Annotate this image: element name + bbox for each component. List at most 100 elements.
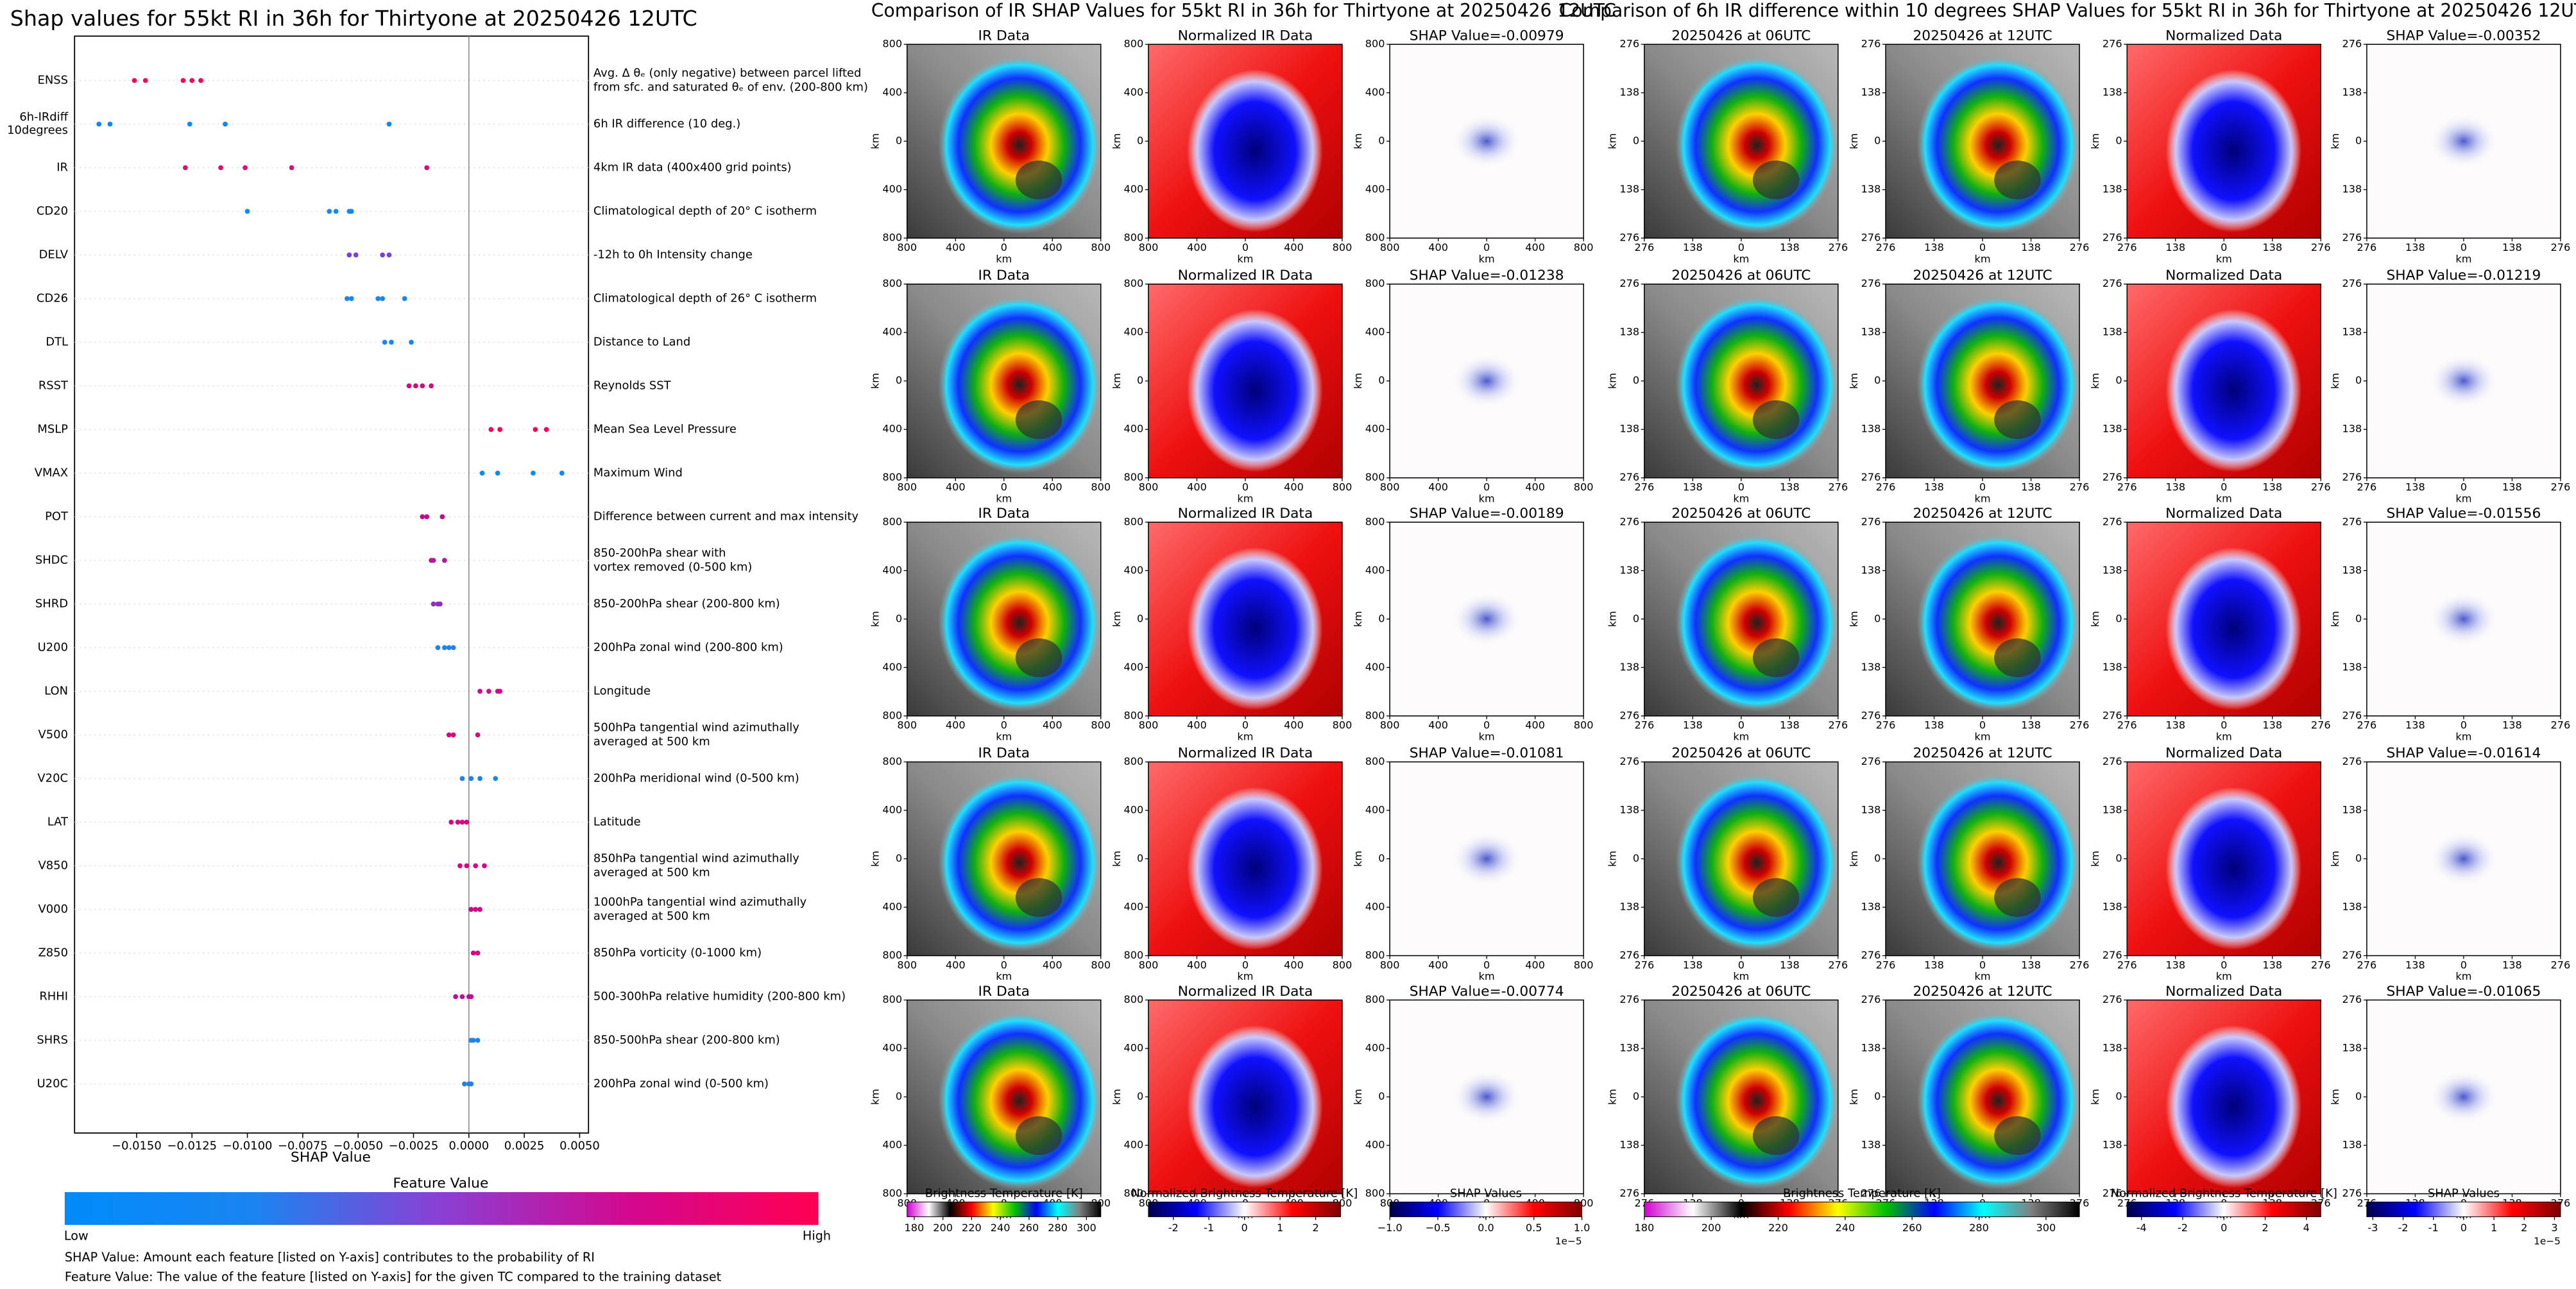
cloud-core bbox=[1752, 638, 1800, 678]
y-tick-label: 138 bbox=[2342, 423, 2362, 435]
image-panel bbox=[1390, 522, 1584, 716]
y-tick-label: 138 bbox=[1619, 1139, 1639, 1151]
x-tick-label: 800 bbox=[1139, 719, 1159, 731]
shap-point bbox=[459, 776, 465, 781]
shap-point bbox=[462, 1081, 467, 1087]
x-tick-label: 276 bbox=[1876, 241, 1896, 253]
y-tick-label: 138 bbox=[1619, 326, 1639, 338]
y-tick-label: 400 bbox=[1124, 183, 1144, 195]
y-tick-label: 276 bbox=[1861, 1187, 1881, 1199]
x-tick-label: 138 bbox=[2262, 481, 2282, 493]
shap-region bbox=[1451, 354, 1522, 409]
panel-title: Normalized Data bbox=[2165, 268, 2282, 284]
x-tick-label: 138 bbox=[1683, 959, 1703, 971]
y-tick-label: 400 bbox=[1365, 86, 1385, 98]
y-tick-label: 400 bbox=[882, 564, 902, 576]
shap-point bbox=[406, 383, 412, 389]
x-tick-label: 138 bbox=[2021, 719, 2041, 731]
y-tick-label: 800 bbox=[1365, 993, 1385, 1005]
y-tick-label: 0 bbox=[1378, 612, 1385, 624]
y-axis-label: km bbox=[1352, 373, 1364, 389]
y-tick-label: 400 bbox=[882, 661, 902, 673]
image-panel bbox=[907, 284, 1101, 478]
y-tick-label: 138 bbox=[1619, 423, 1639, 435]
x-tick-label: 0.0050 bbox=[559, 1139, 600, 1152]
y-tick-label: 0 bbox=[1633, 374, 1639, 386]
x-tick-label: 138 bbox=[1780, 241, 1800, 253]
shap-point bbox=[429, 383, 434, 389]
panel-title: SHAP Value=-0.01081 bbox=[1410, 746, 1564, 762]
colorbar-tick-label: 4 bbox=[2303, 1222, 2310, 1234]
feature-description: 1000hPa tangential wind azimuthally avera… bbox=[593, 896, 807, 923]
shap-point bbox=[96, 121, 102, 127]
x-tick-label: 276 bbox=[1876, 959, 1896, 971]
x-tick-label: 400 bbox=[1525, 241, 1545, 253]
shap-point bbox=[420, 383, 425, 389]
shap-point bbox=[459, 994, 465, 1000]
x-axis-label: km bbox=[2455, 970, 2471, 982]
y-tick-label: 400 bbox=[1365, 423, 1385, 435]
y-tick-label: 138 bbox=[2342, 1139, 2362, 1151]
cloud-core bbox=[1015, 638, 1062, 678]
cloud-core bbox=[1994, 878, 2041, 918]
shap-point bbox=[107, 121, 113, 127]
y-tick-label: 138 bbox=[1861, 803, 1881, 815]
image-panel bbox=[2127, 522, 2321, 716]
y-tick-label: 400 bbox=[1124, 803, 1144, 815]
image-panel bbox=[1644, 284, 1838, 478]
colorbar-tick-label: 0 bbox=[2461, 1222, 2467, 1234]
y-tick-label: 400 bbox=[882, 183, 902, 195]
y-tick-label: MSLP bbox=[37, 422, 68, 436]
feature-description: Longitude bbox=[593, 684, 651, 697]
shap-point bbox=[450, 732, 456, 738]
y-tick-label: 276 bbox=[2103, 471, 2122, 483]
shap-point bbox=[479, 470, 485, 476]
image-panel bbox=[1644, 1000, 1838, 1194]
x-tick-label: 800 bbox=[1333, 241, 1352, 253]
shap-point bbox=[470, 1037, 476, 1043]
y-tick-label: 276 bbox=[1861, 709, 1881, 721]
x-tick-label: 138 bbox=[2165, 481, 2185, 493]
shap-point bbox=[435, 645, 441, 651]
cold-region bbox=[2165, 547, 2302, 710]
cold-region bbox=[1187, 787, 1323, 950]
x-tick-label: 800 bbox=[1139, 481, 1159, 493]
x-tick-label: 0 bbox=[1979, 959, 1986, 971]
shap-point bbox=[243, 165, 248, 171]
panel-title: Normalized IR Data bbox=[1178, 268, 1313, 284]
y-tick-label: 276 bbox=[2103, 232, 2122, 244]
x-tick-label: 0 bbox=[1001, 241, 1007, 253]
y-tick-label: 400 bbox=[882, 86, 902, 98]
y-tick-label: 800 bbox=[1124, 1187, 1144, 1199]
y-tick-label: 138 bbox=[2342, 86, 2362, 98]
x-tick-label: 138 bbox=[1924, 241, 1944, 253]
panel-title: 20250426 at 12UTC bbox=[1913, 984, 2052, 1000]
colorbar-tick-label: 1.0 bbox=[1574, 1222, 1591, 1234]
panel-title: 20250426 at 06UTC bbox=[1671, 268, 1811, 284]
panel-title: IR Data bbox=[978, 746, 1030, 762]
image-panel bbox=[907, 522, 1101, 716]
y-axis-label: km bbox=[869, 851, 882, 867]
colorbar-tick-label: −0.5 bbox=[1425, 1222, 1450, 1234]
x-tick-label: 0 bbox=[1738, 481, 1744, 493]
y-tick-label: 0 bbox=[896, 374, 902, 386]
shap-point bbox=[189, 78, 195, 83]
x-axis-label: km bbox=[2455, 731, 2471, 743]
y-tick-label: 276 bbox=[1861, 755, 1881, 767]
shap-point bbox=[531, 470, 536, 476]
y-tick-label: 276 bbox=[2103, 515, 2122, 527]
x-tick-label: 800 bbox=[1380, 719, 1400, 731]
x-tick-label: 276 bbox=[2070, 481, 2090, 493]
y-tick-label: 0 bbox=[896, 135, 902, 147]
x-tick-label: 138 bbox=[2502, 481, 2522, 493]
y-tick-label: 138 bbox=[2342, 183, 2362, 195]
y-tick-label: 276 bbox=[1619, 709, 1639, 721]
x-tick-label: 0 bbox=[2221, 241, 2227, 253]
y-tick-label: 276 bbox=[1619, 232, 1639, 244]
y-axis-label: km bbox=[1352, 611, 1364, 627]
cloud-region bbox=[1675, 1011, 1838, 1190]
shap-point bbox=[453, 994, 458, 1000]
y-tick-label: 0 bbox=[2355, 135, 2362, 147]
cold-region bbox=[2165, 69, 2302, 233]
